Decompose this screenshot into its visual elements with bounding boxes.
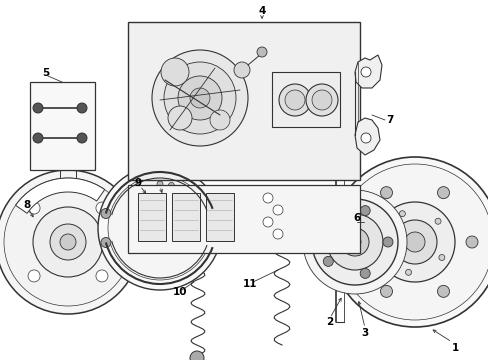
Circle shape <box>272 205 283 215</box>
Circle shape <box>303 190 406 294</box>
Circle shape <box>281 208 288 216</box>
Circle shape <box>380 186 392 199</box>
Circle shape <box>193 260 203 270</box>
Bar <box>205 193 234 241</box>
Circle shape <box>360 206 369 216</box>
Circle shape <box>152 50 247 146</box>
Circle shape <box>380 285 392 297</box>
Circle shape <box>98 166 222 290</box>
Circle shape <box>382 237 392 247</box>
Circle shape <box>168 183 174 189</box>
Wedge shape <box>16 178 104 213</box>
Circle shape <box>101 238 111 247</box>
Circle shape <box>33 133 43 143</box>
Circle shape <box>140 208 180 248</box>
Circle shape <box>285 90 305 110</box>
Text: 1: 1 <box>450 343 458 353</box>
Circle shape <box>360 67 370 77</box>
Circle shape <box>234 62 249 78</box>
Circle shape <box>60 234 76 250</box>
Circle shape <box>33 207 103 277</box>
Circle shape <box>465 236 477 248</box>
Polygon shape <box>354 118 379 155</box>
Circle shape <box>33 103 43 113</box>
Circle shape <box>305 84 337 116</box>
Circle shape <box>77 103 87 113</box>
Circle shape <box>399 211 405 217</box>
Circle shape <box>351 236 363 248</box>
Circle shape <box>263 217 272 227</box>
Circle shape <box>50 224 86 260</box>
Circle shape <box>348 236 360 248</box>
Circle shape <box>190 88 209 108</box>
Bar <box>128 22 359 180</box>
Circle shape <box>340 228 368 256</box>
Circle shape <box>4 178 132 306</box>
Circle shape <box>374 202 454 282</box>
Text: 5: 5 <box>42 68 49 78</box>
Circle shape <box>437 285 448 297</box>
Circle shape <box>0 170 140 314</box>
Bar <box>128 185 359 253</box>
Text: 10: 10 <box>172 287 187 297</box>
Text: 8: 8 <box>23 200 31 210</box>
Bar <box>30 82 95 170</box>
Bar <box>172 193 200 241</box>
Text: 11: 11 <box>242 279 257 289</box>
Text: 4: 4 <box>258 6 265 16</box>
Circle shape <box>28 270 40 282</box>
Circle shape <box>276 225 286 235</box>
Circle shape <box>96 270 108 282</box>
Text: 2: 2 <box>325 317 333 327</box>
Circle shape <box>163 62 236 134</box>
Circle shape <box>336 164 488 320</box>
Text: 6: 6 <box>353 213 360 223</box>
Circle shape <box>28 202 40 214</box>
Circle shape <box>438 255 444 261</box>
Circle shape <box>272 229 283 239</box>
Circle shape <box>263 193 272 203</box>
Circle shape <box>168 106 192 130</box>
Text: 9: 9 <box>134 178 141 188</box>
Bar <box>138 193 165 241</box>
Circle shape <box>437 186 448 199</box>
Circle shape <box>404 232 424 252</box>
Circle shape <box>279 84 310 116</box>
Circle shape <box>323 217 333 228</box>
Circle shape <box>360 269 369 278</box>
Circle shape <box>405 269 411 275</box>
Circle shape <box>326 214 382 270</box>
Circle shape <box>360 133 370 143</box>
Circle shape <box>311 90 331 110</box>
Circle shape <box>157 181 163 187</box>
Circle shape <box>392 220 436 264</box>
Circle shape <box>77 133 87 143</box>
Text: 3: 3 <box>361 328 368 338</box>
Circle shape <box>108 176 212 280</box>
Circle shape <box>380 242 386 248</box>
Circle shape <box>178 76 222 120</box>
Circle shape <box>209 110 229 130</box>
Text: 7: 7 <box>386 115 393 125</box>
Circle shape <box>257 47 266 57</box>
Circle shape <box>161 58 189 86</box>
Circle shape <box>311 199 397 285</box>
Polygon shape <box>354 55 381 88</box>
Circle shape <box>207 242 217 252</box>
Circle shape <box>434 218 440 224</box>
Bar <box>271 72 339 127</box>
Circle shape <box>101 208 111 219</box>
Circle shape <box>323 256 333 266</box>
Circle shape <box>329 157 488 327</box>
Circle shape <box>207 204 217 214</box>
Circle shape <box>96 202 108 214</box>
Circle shape <box>190 351 203 360</box>
